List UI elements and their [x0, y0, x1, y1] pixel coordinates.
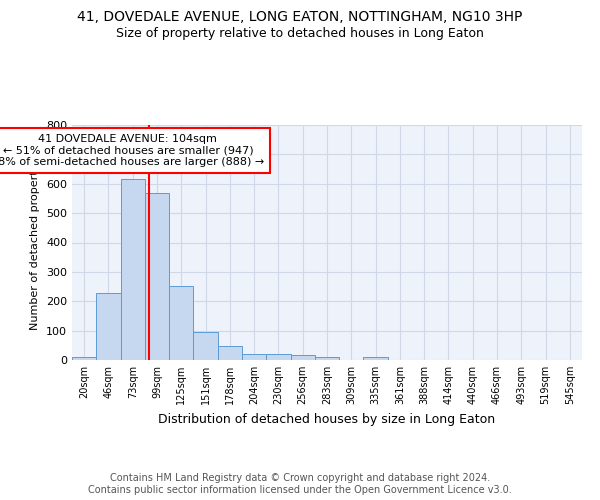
Bar [218, 346, 242, 360]
Y-axis label: Number of detached properties: Number of detached properties [31, 155, 40, 330]
Bar [364, 358, 388, 360]
Bar [96, 293, 121, 360]
Text: 41, DOVEDALE AVENUE, LONG EATON, NOTTINGHAM, NG10 3HP: 41, DOVEDALE AVENUE, LONG EATON, NOTTING… [77, 10, 523, 24]
Text: Contains HM Land Registry data © Crown copyright and database right 2024.
Contai: Contains HM Land Registry data © Crown c… [88, 474, 512, 495]
Bar [72, 357, 96, 360]
Text: Distribution of detached houses by size in Long Eaton: Distribution of detached houses by size … [158, 412, 496, 426]
Text: Size of property relative to detached houses in Long Eaton: Size of property relative to detached ho… [116, 28, 484, 40]
Bar [121, 179, 145, 360]
Bar [242, 354, 266, 360]
Bar [290, 354, 315, 360]
Bar [315, 358, 339, 360]
Bar [169, 286, 193, 360]
Bar [193, 332, 218, 360]
Bar [145, 192, 169, 360]
Text: 41 DOVEDALE AVENUE: 104sqm
← 51% of detached houses are smaller (947)
48% of sem: 41 DOVEDALE AVENUE: 104sqm ← 51% of deta… [0, 134, 265, 167]
Bar [266, 354, 290, 360]
